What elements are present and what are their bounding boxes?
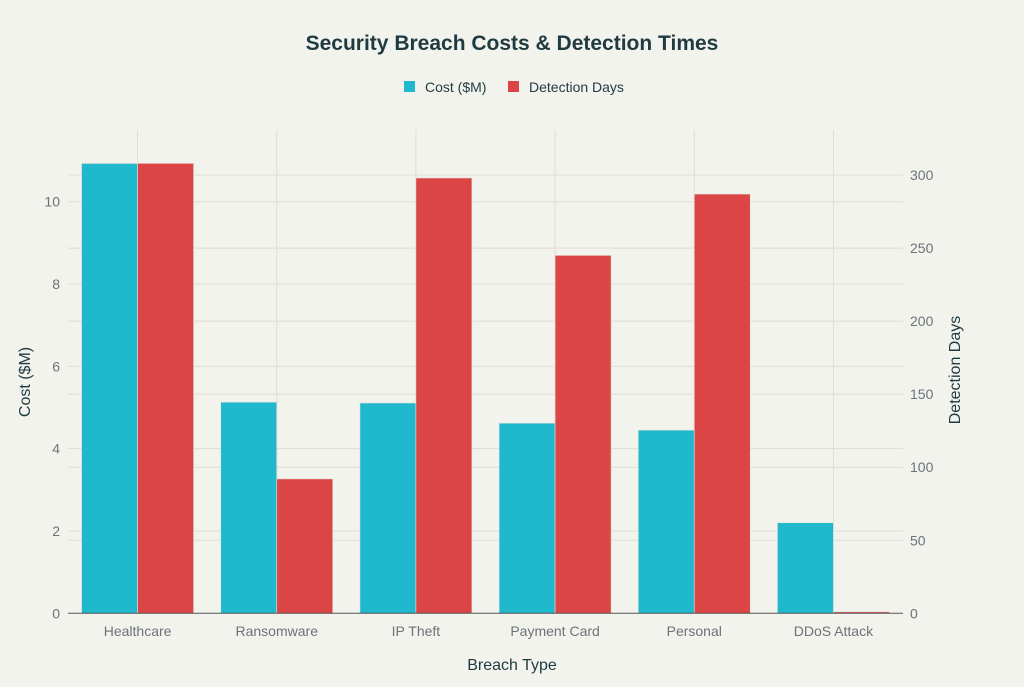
x-tick-label: Personal (667, 623, 722, 639)
x-tick-label: DDoS Attack (794, 623, 874, 639)
bar-cost (777, 522, 834, 614)
x-tick-label: Ransomware (236, 623, 319, 639)
y-tick-label: 0 (52, 605, 60, 621)
y2-axis-label: Detection Days (947, 316, 964, 425)
y2-tick-label: 200 (910, 313, 934, 329)
chart-title: Security Breach Costs & Detection Times (306, 32, 719, 55)
y2-tick-label: 0 (910, 605, 918, 621)
bar-cost (637, 429, 695, 614)
y2-tick-label: 100 (910, 459, 934, 475)
bar-detection-days (276, 478, 334, 614)
x-tick-label: Payment Card (510, 623, 599, 639)
bar-detection-days (693, 193, 751, 614)
legend: Cost ($M) Detection Days (404, 79, 624, 95)
y-tick-label: 10 (44, 194, 60, 210)
legend-label: Cost ($M) (425, 79, 486, 95)
y-tick-label: 6 (52, 358, 60, 374)
bar-cost (359, 402, 417, 614)
legend-label: Detection Days (529, 79, 624, 95)
bar-cost (220, 401, 278, 614)
y-tick-label: 4 (52, 441, 60, 457)
y-axis-label: Cost ($M) (17, 347, 34, 417)
bar-cost (81, 163, 138, 614)
bar-detection-days (137, 163, 194, 614)
y2-tick-label: 150 (910, 386, 934, 402)
legend-swatch (508, 81, 519, 92)
bars (81, 163, 890, 614)
y-tick-label: 8 (52, 276, 60, 292)
bar-detection-days (554, 255, 612, 614)
legend-swatch (404, 81, 415, 92)
x-tick-label: Healthcare (104, 623, 172, 639)
bar-detection-days (415, 177, 473, 614)
y2-tick-label: 50 (910, 532, 926, 548)
x-axis-label: Breach Type (467, 657, 557, 674)
y2-tick-label: 300 (910, 167, 934, 183)
y-tick-label: 2 (52, 523, 60, 539)
y2-tick-label: 250 (910, 240, 934, 256)
x-tick-label: IP Theft (392, 623, 441, 639)
bar-cost (498, 422, 556, 614)
